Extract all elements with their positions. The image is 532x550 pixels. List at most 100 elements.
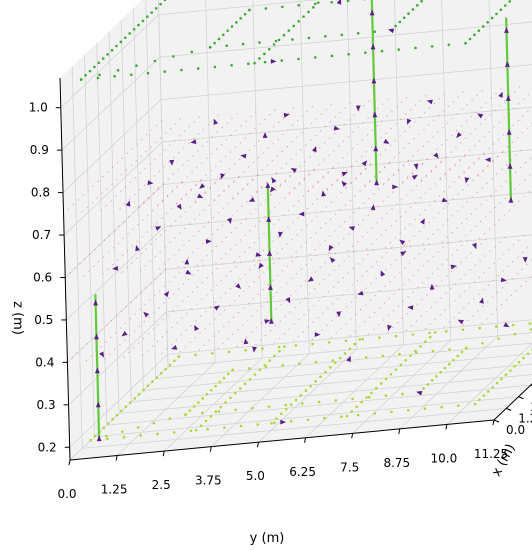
plane-point (479, 237, 481, 239)
plane-point (215, 148, 218, 150)
plane-point (279, 337, 281, 339)
loop-point (231, 368, 234, 372)
plane-point (169, 144, 171, 146)
plane-point (153, 175, 155, 177)
plane-point (339, 209, 341, 211)
plane-point (114, 348, 116, 351)
plane-point (510, 159, 513, 161)
plane-point (372, 249, 374, 251)
loop-point (431, 349, 435, 353)
plane-point (528, 191, 530, 193)
plane-point (304, 297, 306, 299)
plane-point (418, 253, 421, 255)
riser-vector (94, 367, 100, 374)
plane-point (436, 268, 439, 270)
plane-point (169, 241, 171, 244)
plane-point (67, 208, 70, 210)
plane-point (397, 186, 399, 189)
plane-point (183, 267, 185, 269)
plane-point (345, 186, 347, 188)
plane-point (327, 171, 329, 173)
plane-point (470, 230, 472, 232)
plane-point (260, 187, 263, 189)
plane-point (485, 102, 487, 104)
plane-point (187, 159, 189, 161)
plane-point (458, 176, 460, 179)
plane-point (214, 182, 216, 184)
plane-point (174, 139, 176, 142)
plane-point (294, 171, 296, 173)
plane-point (291, 238, 293, 240)
plane-point (200, 180, 202, 182)
plane-point (408, 279, 410, 281)
loop-point (273, 354, 276, 358)
loop-point (345, 414, 349, 418)
loop-point (428, 335, 432, 339)
plane-point (143, 184, 146, 186)
loop-point (263, 60, 267, 64)
plane-point (460, 142, 462, 144)
plane-point (460, 261, 462, 264)
plane-point (395, 123, 397, 125)
plane-point (130, 181, 132, 183)
plane-point (431, 153, 433, 155)
plane-point (143, 202, 145, 204)
plane-point (331, 184, 333, 186)
plane-point (77, 199, 79, 201)
loop-point (96, 76, 100, 80)
plane-point (165, 348, 168, 350)
plane-point (374, 176, 376, 178)
plane-point (168, 161, 170, 163)
plane-point (194, 200, 197, 202)
plane-point (433, 119, 435, 121)
plane-point (265, 182, 268, 184)
plane-point (307, 190, 310, 192)
plane-point (258, 237, 260, 239)
loop-point (313, 56, 317, 59)
plane-point (513, 205, 515, 207)
plane-point (478, 157, 480, 159)
plane-point (312, 321, 314, 324)
plane-point (462, 324, 464, 326)
plane-point (117, 242, 119, 244)
plane-point (208, 204, 210, 206)
plane-point (462, 91, 464, 93)
plane-point (439, 314, 441, 316)
plane-point (435, 166, 437, 168)
plane-point (498, 258, 500, 260)
plane-point (164, 285, 166, 287)
plane-point (244, 137, 246, 139)
plane-point (326, 188, 328, 190)
plane-point (289, 175, 292, 177)
loop-point (196, 67, 200, 70)
field-vector (329, 257, 336, 264)
plane-point (519, 86, 521, 88)
plane-point (273, 262, 275, 264)
plane-point (224, 309, 226, 311)
loop-point (481, 25, 485, 28)
plane-point (289, 176, 291, 178)
plane-point (286, 243, 288, 245)
field-vector (450, 264, 457, 270)
loop-point (360, 400, 363, 404)
plane-point (98, 261, 100, 263)
plane-point (332, 167, 334, 170)
plane-point (397, 322, 399, 324)
plane-point (279, 202, 281, 204)
loop-point (443, 366, 447, 370)
plane-point (110, 319, 113, 322)
loop-point (241, 42, 245, 46)
plane-point (142, 354, 144, 356)
plane-point (174, 123, 177, 125)
plane-point (146, 231, 148, 233)
plane-point (161, 336, 164, 338)
plane-point (293, 323, 295, 325)
plane-point (272, 279, 274, 281)
plane-point (349, 335, 351, 337)
plane-point (347, 136, 350, 138)
plane-point (135, 257, 138, 259)
plane-point (230, 134, 232, 136)
plane-point (517, 120, 519, 122)
plane-point (279, 320, 281, 322)
plane-point (437, 131, 439, 134)
